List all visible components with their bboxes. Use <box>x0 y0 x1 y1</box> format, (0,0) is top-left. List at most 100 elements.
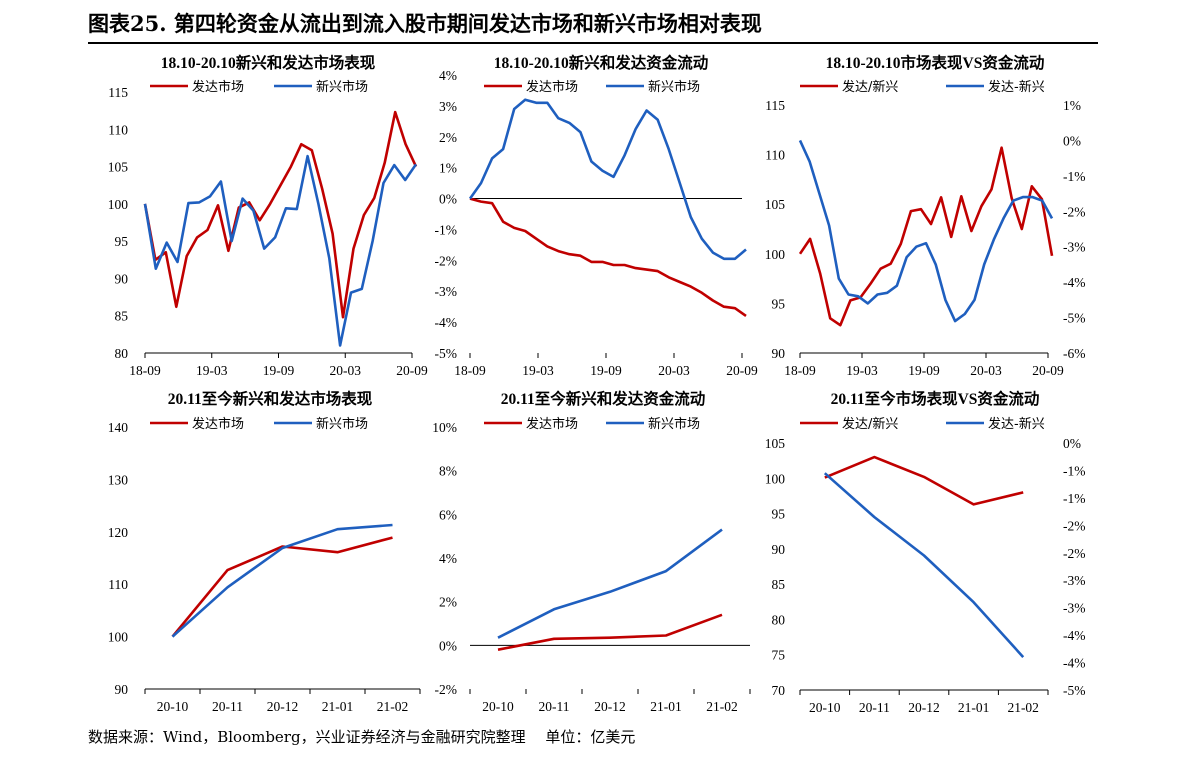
chart4-series-red-line <box>171 536 393 638</box>
chart2-x-tick-label: 18-09 <box>454 363 486 378</box>
chart6-legend-label: 发达-新兴 <box>988 416 1045 432</box>
chart2-legend-label: 发达市场 <box>526 79 578 95</box>
chart6-x-tick-label: 20-12 <box>908 700 940 715</box>
chart5-x-tick-label: 20-11 <box>539 699 570 714</box>
chart4-y-tick-label: 90 <box>115 682 129 697</box>
chart1-y-tick-label: 105 <box>108 160 129 175</box>
chart6-y2-tick-label: -3% <box>1063 601 1086 616</box>
source-note: 数据来源：Wind，Bloomberg，兴业证券经济与金融研究院整理 单位：亿美… <box>88 728 636 746</box>
chart3-x-tick-label: 18-09 <box>784 363 816 378</box>
chart6-legend-label: 发达/新兴 <box>842 416 898 432</box>
chart3-y2-tick-label: 1% <box>1063 98 1081 113</box>
figure-title: 图表25. 第四轮资金从流出到流入股市期间发达市场和新兴市场相对表现 <box>88 11 762 36</box>
chart2-x-tick-label: 20-03 <box>658 363 690 378</box>
chart4-x-tick-label: 21-01 <box>322 699 354 714</box>
chart5-y-tick-label: 4% <box>439 551 457 566</box>
chart5-series-blue-line <box>497 528 723 639</box>
chart6-series-red-line <box>824 455 1024 506</box>
chart4-y-tick-label: 130 <box>108 472 129 487</box>
chart1-y-tick-label: 110 <box>108 122 128 137</box>
chart3-legend-label: 发达-新兴 <box>988 79 1045 95</box>
chart4-y-tick-label: 140 <box>108 420 129 435</box>
chart3-x-tick-label: 20-03 <box>970 363 1002 378</box>
chart1-y-tick-label: 85 <box>115 309 129 324</box>
chart4-legend-label: 新兴市场 <box>316 416 368 432</box>
chart6-y2-tick-label: 0% <box>1063 436 1081 451</box>
chart2-x-tick-label: 19-03 <box>522 363 554 378</box>
chart2-y-tick-label: -1% <box>435 222 458 237</box>
chart2-legend-label: 新兴市场 <box>648 79 700 95</box>
chart4-x-tick-label: 21-02 <box>377 699 409 714</box>
chart5-x-tick-label: 20-12 <box>594 699 626 714</box>
chart2-y-tick-label: -4% <box>435 315 458 330</box>
chart6-y2-tick-label: -1% <box>1063 463 1086 478</box>
chart5-y-tick-label: 8% <box>439 464 457 479</box>
chart2-y-tick-label: 1% <box>439 161 457 176</box>
chart3-x-tick-label: 19-03 <box>846 363 878 378</box>
chart6-y-tick-label: 90 <box>772 542 786 557</box>
chart5-y-tick-label: 2% <box>439 595 457 610</box>
chart1-y-tick-label: 100 <box>108 197 129 212</box>
chart5-legend-label: 新兴市场 <box>648 416 700 432</box>
chart5-x-tick-label: 20-10 <box>482 699 514 714</box>
chart2-y-tick-label: -2% <box>435 253 458 268</box>
chart6-y2-tick-label: -2% <box>1063 518 1086 533</box>
chart2-y-tick-label: 2% <box>439 130 457 145</box>
chart4-x-tick-label: 20-11 <box>212 699 243 714</box>
chart5-series-red-line <box>497 613 723 651</box>
chart6-y2-tick-label: -5% <box>1063 683 1086 698</box>
chart2-x-tick-label: 19-09 <box>590 363 622 378</box>
chart3-legend-label: 发达/新兴 <box>842 79 898 95</box>
chart3-y2-tick-label: -2% <box>1063 204 1086 219</box>
chart3-y-tick-label: 115 <box>765 98 785 113</box>
chart1-x-tick-label: 20-03 <box>330 363 362 378</box>
chart4-x-tick-label: 20-12 <box>267 699 299 714</box>
chart6-x-tick-label: 21-02 <box>1007 700 1039 715</box>
chart3-y2-tick-label: -4% <box>1063 275 1086 290</box>
chart3-y2-tick-label: -1% <box>1063 169 1086 184</box>
chart6-y-tick-label: 85 <box>772 577 786 592</box>
chart3-y-tick-label: 110 <box>765 148 785 163</box>
chart3-title: 18.10-20.10市场表现VS资金流动 <box>826 53 1045 72</box>
chart1-y-tick-label: 95 <box>115 234 129 249</box>
chart1-legend-label: 新兴市场 <box>316 79 368 95</box>
chart5-title: 20.11至今新兴和发达资金流动 <box>501 389 706 408</box>
chart4-title: 20.11至今新兴和发达市场表现 <box>168 389 373 408</box>
chart3-x-tick-label: 19-09 <box>908 363 940 378</box>
chart3-y2-tick-label: 0% <box>1063 133 1081 148</box>
chart2-x-tick-label: 20-09 <box>726 363 758 378</box>
chart1-series-blue-line <box>143 154 418 347</box>
chart5-y-tick-label: 10% <box>432 420 457 435</box>
chart4-x-tick-label: 20-10 <box>157 699 189 714</box>
chart6-y2-tick-label: -2% <box>1063 546 1086 561</box>
chart6-y-tick-label: 95 <box>772 507 786 522</box>
chart1-x-tick-label: 19-03 <box>196 363 228 378</box>
chart6-y2-tick-label: -3% <box>1063 573 1086 588</box>
chart3-x-tick-label: 20-09 <box>1032 363 1064 378</box>
chart3-y-tick-label: 100 <box>765 247 786 262</box>
chart6-y-tick-label: 80 <box>772 612 786 627</box>
chart3-y-tick-label: 90 <box>772 346 786 361</box>
chart5-x-tick-label: 21-01 <box>650 699 682 714</box>
chart6-y-tick-label: 70 <box>772 683 786 698</box>
chart6-x-tick-label: 21-01 <box>958 700 990 715</box>
chart1-series-red-line <box>143 110 418 319</box>
chart6-y-tick-label: 75 <box>772 648 786 663</box>
chart4-series-blue-line <box>171 523 393 638</box>
chart3-y2-tick-label: -3% <box>1063 240 1086 255</box>
chart4-y-tick-label: 110 <box>108 577 128 592</box>
chart2-series-red-line <box>469 197 747 317</box>
chart2-series-blue-line <box>468 98 747 261</box>
chart3-y-tick-label: 95 <box>772 296 786 311</box>
chart5-y-tick-label: -2% <box>435 682 458 697</box>
chart6-y2-tick-label: -1% <box>1063 491 1086 506</box>
chart5-legend-label: 发达市场 <box>526 416 578 432</box>
chart2-y-tick-label: 4% <box>439 68 457 83</box>
chart1-y-tick-label: 80 <box>115 346 129 361</box>
chart3-series-blue-line <box>798 139 1054 323</box>
chart6-y2-tick-label: -4% <box>1063 628 1086 643</box>
chart2-y-tick-label: 3% <box>439 99 457 114</box>
chart1-legend-label: 发达市场 <box>192 79 244 95</box>
chart3-y-tick-label: 105 <box>765 197 786 212</box>
